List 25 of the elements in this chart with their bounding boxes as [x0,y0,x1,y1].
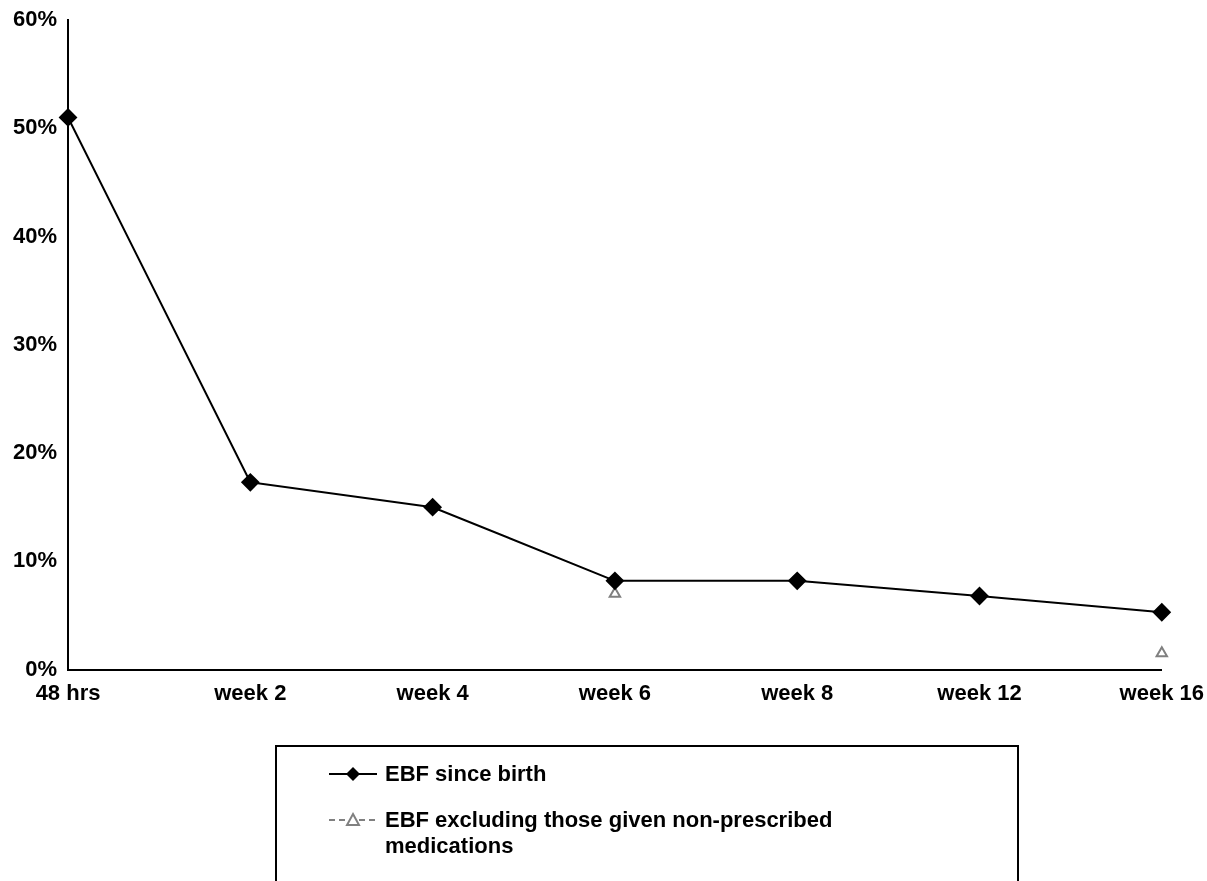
y-tick-label: 40% [12,222,58,248]
point [788,571,807,590]
x-tick-label: week 16 [1118,679,1204,705]
y-tick-label: 30% [12,330,58,356]
y-tick-label: 60% [12,6,58,32]
x-tick-label: week 8 [760,679,834,705]
x-tick-label: week 2 [213,679,287,705]
x-tick-label: week 6 [577,679,651,705]
point [241,473,260,492]
y-tick-label: 50% [12,114,58,140]
point [59,108,78,127]
x-tick-label: 48 hrs [35,679,101,705]
legend-label: EBF since birth [385,761,547,787]
point [423,498,442,517]
point [608,586,622,598]
x-tick-label: week 4 [395,679,470,705]
point [1152,603,1171,622]
y-tick-label: 0% [25,655,58,681]
point [605,571,624,590]
y-tick-label: 10% [12,547,58,573]
legend-label: EBF excluding those given non-prescribed medications [385,807,834,859]
point [1155,646,1168,658]
y-tick-label: 20% [12,439,58,465]
x-tick-label: week 12 [936,679,1022,705]
point [970,586,989,605]
